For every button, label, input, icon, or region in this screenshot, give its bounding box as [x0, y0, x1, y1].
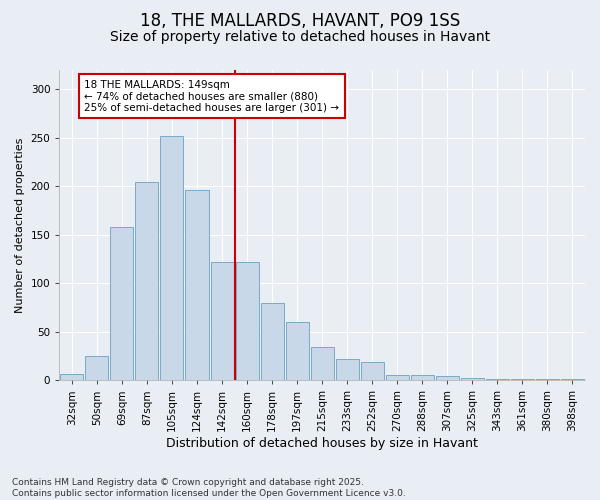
Bar — [136, 182, 158, 380]
Bar — [311, 348, 334, 380]
Bar — [361, 362, 384, 380]
Bar — [236, 262, 259, 380]
Bar — [260, 302, 284, 380]
Bar — [386, 376, 409, 380]
Text: 18 THE MALLARDS: 149sqm
← 74% of detached houses are smaller (880)
25% of semi-d: 18 THE MALLARDS: 149sqm ← 74% of detache… — [85, 80, 340, 113]
Y-axis label: Number of detached properties: Number of detached properties — [15, 138, 25, 313]
Bar — [211, 262, 233, 380]
Bar — [61, 374, 83, 380]
Bar — [461, 378, 484, 380]
X-axis label: Distribution of detached houses by size in Havant: Distribution of detached houses by size … — [166, 437, 478, 450]
Bar — [335, 359, 359, 380]
Bar — [110, 227, 133, 380]
Bar — [160, 136, 184, 380]
Bar — [185, 190, 209, 380]
Bar — [436, 376, 459, 380]
Bar — [411, 376, 434, 380]
Text: Size of property relative to detached houses in Havant: Size of property relative to detached ho… — [110, 30, 490, 44]
Bar — [85, 356, 109, 380]
Text: 18, THE MALLARDS, HAVANT, PO9 1SS: 18, THE MALLARDS, HAVANT, PO9 1SS — [140, 12, 460, 30]
Bar — [286, 322, 308, 380]
Text: Contains HM Land Registry data © Crown copyright and database right 2025.
Contai: Contains HM Land Registry data © Crown c… — [12, 478, 406, 498]
